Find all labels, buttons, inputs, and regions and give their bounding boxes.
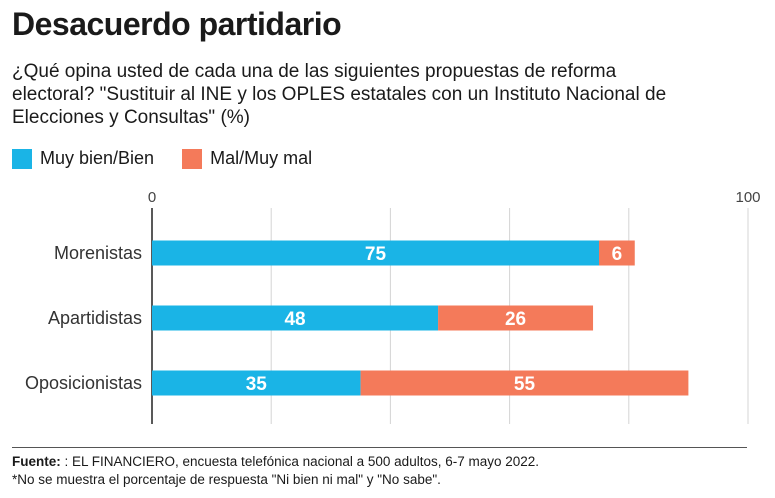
bar-segment-favorable	[152, 240, 599, 266]
legend-item-favorable: Muy bien/Bien	[12, 148, 154, 169]
footnote: *No se muestra el porcentaje de respuest…	[12, 472, 441, 487]
legend-swatch-unfavorable	[182, 148, 203, 169]
chart-subtitle: ¿Qué opina usted de cada una de las sigu…	[12, 61, 667, 128]
data-label: 6	[612, 244, 623, 265]
bar-segment-favorable	[152, 305, 439, 331]
category-label: Oposicionistas	[25, 373, 142, 393]
x-tick-label-0: 0	[148, 189, 156, 206]
legend-swatch-favorable	[12, 148, 32, 169]
source-line: Fuente: : EL FINANCIERO, encuesta telefó…	[12, 453, 539, 471]
data-label: 26	[505, 309, 526, 330]
footer-divider	[12, 447, 747, 448]
bar-segment-unfavorable	[360, 370, 689, 396]
footer: Fuente: : EL FINANCIERO, encuesta telefó…	[12, 453, 539, 489]
data-label: 48	[284, 309, 305, 330]
legend-label-unfavorable: Mal/Muy mal	[210, 148, 313, 168]
legend: Muy bien/Bien Mal/Muy mal	[12, 148, 340, 169]
x-tick-label-100: 100	[735, 189, 760, 206]
bar-segment-unfavorable	[438, 305, 594, 331]
legend-item-unfavorable: Mal/Muy mal	[182, 148, 312, 169]
data-label: 55	[514, 374, 536, 395]
source-text: : EL FINANCIERO, encuesta telefónica nac…	[60, 454, 540, 469]
bar-chart: 0 100 Morenistas 75 6 Apartidistas 48 26 Oposici…	[25, 189, 761, 424]
bar-segment-favorable	[152, 370, 361, 396]
category-label: Morenistas	[54, 243, 142, 263]
data-label: 75	[365, 244, 387, 265]
bar-segment-unfavorable	[599, 240, 635, 266]
chart-title: Desacuerdo partidario	[12, 6, 342, 42]
source-label: Fuente:	[12, 454, 61, 469]
legend-label-favorable: Muy bien/Bien	[40, 148, 155, 168]
category-label: Apartidistas	[48, 308, 142, 328]
data-label: 35	[246, 374, 268, 395]
